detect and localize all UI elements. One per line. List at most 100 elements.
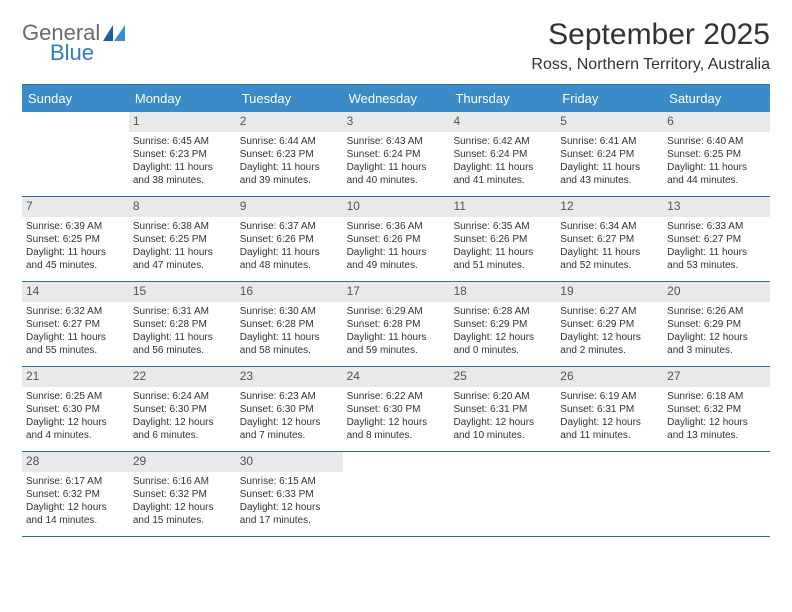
day-cell: 7Sunrise: 6:39 AMSunset: 6:25 PMDaylight… — [22, 197, 129, 281]
day-cell: 10Sunrise: 6:36 AMSunset: 6:26 PMDayligh… — [343, 197, 450, 281]
day-info-line: Sunrise: 6:37 AM — [240, 220, 339, 233]
day-info-line: Daylight: 12 hours — [347, 416, 446, 429]
day-cell: 25 Sunrise: 6:20 AMSunset: 6:31 PMDayligh… — [449, 367, 556, 451]
day-info-line: and 44 minutes. — [667, 174, 766, 187]
day-info-line: Daylight: 11 hours — [240, 331, 339, 344]
day-info-line: Daylight: 11 hours — [347, 246, 446, 259]
day-info-line: Sunset: 6:30 PM — [240, 403, 339, 416]
day-number: 21 — [22, 367, 129, 387]
day-info-line: Sunrise: 6:36 AM — [347, 220, 446, 233]
day-cell: 9Sunrise: 6:37 AMSunset: 6:26 PMDaylight… — [236, 197, 343, 281]
day-info-line: Sunrise: 6:34 AM — [560, 220, 659, 233]
calendar-grid: SundayMondayTuesdayWednesdayThursdayFrid… — [22, 85, 770, 537]
day-headers-row: SundayMondayTuesdayWednesdayThursdayFrid… — [22, 85, 770, 112]
week-row: 21Sunrise: 6:25 AMSunset: 6:30 PMDayligh… — [22, 367, 770, 452]
day-info-line: Sunset: 6:31 PM — [453, 403, 552, 416]
week-row: 7Sunrise: 6:39 AMSunset: 6:25 PMDaylight… — [22, 197, 770, 282]
day-info-line: Sunrise: 6:16 AM — [133, 475, 232, 488]
day-number: 5 — [556, 112, 663, 132]
day-info-line: Sunrise: 6:29 AM — [347, 305, 446, 318]
weeks-container: 1Sunrise: 6:45 AMSunset: 6:23 PMDaylight… — [22, 112, 770, 537]
day-info-line: and 3 minutes. — [667, 344, 766, 357]
day-info-line: Sunset: 6:29 PM — [560, 318, 659, 331]
week-row: 1Sunrise: 6:45 AMSunset: 6:23 PMDaylight… — [22, 112, 770, 197]
day-number: 3 — [343, 112, 450, 132]
day-info-line: Daylight: 11 hours — [133, 161, 232, 174]
day-info-line: Daylight: 11 hours — [133, 331, 232, 344]
day-cell: 5Sunrise: 6:41 AMSunset: 6:24 PMDaylight… — [556, 112, 663, 196]
day-info-line: and 39 minutes. — [240, 174, 339, 187]
day-info-line: and 17 minutes. — [240, 514, 339, 527]
day-number: 26 — [556, 367, 663, 387]
day-info-line: Daylight: 12 hours — [667, 416, 766, 429]
day-info-line: and 59 minutes. — [347, 344, 446, 357]
day-number: 20 — [663, 282, 770, 302]
day-info-line: Sunset: 6:25 PM — [667, 148, 766, 161]
day-info-line: and 51 minutes. — [453, 259, 552, 272]
day-info-line: Daylight: 11 hours — [453, 161, 552, 174]
day-header: Sunday — [22, 85, 129, 112]
day-cell: 28Sunrise: 6:17 AMSunset: 6:32 PMDayligh… — [22, 452, 129, 536]
day-info-line: Daylight: 11 hours — [667, 246, 766, 259]
day-info-line: Daylight: 11 hours — [26, 246, 125, 259]
day-info-line: Sunrise: 6:42 AM — [453, 135, 552, 148]
day-info-line: and 0 minutes. — [453, 344, 552, 357]
day-cell — [556, 452, 663, 536]
day-info-line: and 11 minutes. — [560, 429, 659, 442]
day-info-line: and 14 minutes. — [26, 514, 125, 527]
day-number: 7 — [22, 197, 129, 217]
day-info-line: Sunrise: 6:43 AM — [347, 135, 446, 148]
day-number: 23 — [236, 367, 343, 387]
day-cell: 20Sunrise: 6:26 AMSunset: 6:29 PMDayligh… — [663, 282, 770, 366]
day-info-line: Daylight: 11 hours — [240, 161, 339, 174]
day-cell — [343, 452, 450, 536]
day-number: 24 — [343, 367, 450, 387]
day-header: Monday — [129, 85, 236, 112]
day-number: 6 — [663, 112, 770, 132]
day-cell: 19Sunrise: 6:27 AMSunset: 6:29 PMDayligh… — [556, 282, 663, 366]
day-info-line: Sunset: 6:23 PM — [133, 148, 232, 161]
day-info-line: and 15 minutes. — [133, 514, 232, 527]
day-cell: 2Sunrise: 6:44 AMSunset: 6:23 PMDaylight… — [236, 112, 343, 196]
day-info-line: Daylight: 12 hours — [26, 501, 125, 514]
week-row: 14Sunrise: 6:32 AMSunset: 6:27 PMDayligh… — [22, 282, 770, 367]
day-info-line: Daylight: 11 hours — [453, 246, 552, 259]
day-info-line: and 43 minutes. — [560, 174, 659, 187]
day-info-line: Sunset: 6:28 PM — [240, 318, 339, 331]
day-cell: 3Sunrise: 6:43 AMSunset: 6:24 PMDaylight… — [343, 112, 450, 196]
day-info-line: Daylight: 11 hours — [347, 331, 446, 344]
day-number: 10 — [343, 197, 450, 217]
title-block: September 2025 Ross, Northern Territory,… — [531, 18, 770, 78]
header-row: General Blue September 2025 Ross, Northe… — [22, 18, 770, 78]
day-cell: 21Sunrise: 6:25 AMSunset: 6:30 PMDayligh… — [22, 367, 129, 451]
day-info-line: Sunset: 6:27 PM — [26, 318, 125, 331]
day-info-line: Sunset: 6:27 PM — [667, 233, 766, 246]
day-number: 19 — [556, 282, 663, 302]
day-cell: 26Sunrise: 6:19 AMSunset: 6:31 PMDayligh… — [556, 367, 663, 451]
day-info-line: and 38 minutes. — [133, 174, 232, 187]
week-row: 28Sunrise: 6:17 AMSunset: 6:32 PMDayligh… — [22, 452, 770, 537]
day-cell: 24Sunrise: 6:22 AMSunset: 6:30 PMDayligh… — [343, 367, 450, 451]
day-info-line: Daylight: 12 hours — [667, 331, 766, 344]
day-info-line: and 10 minutes. — [453, 429, 552, 442]
day-info-line: and 6 minutes. — [133, 429, 232, 442]
day-info-line: Daylight: 12 hours — [453, 416, 552, 429]
day-info-line: and 55 minutes. — [26, 344, 125, 357]
day-info-line: Sunrise: 6:20 AM — [453, 390, 552, 403]
day-info-line: Daylight: 12 hours — [240, 501, 339, 514]
day-number: 27 — [663, 367, 770, 387]
day-cell: 18Sunrise: 6:28 AMSunset: 6:29 PMDayligh… — [449, 282, 556, 366]
day-header: Wednesday — [343, 85, 450, 112]
day-info-line: Sunset: 6:30 PM — [133, 403, 232, 416]
day-info-line: Sunrise: 6:17 AM — [26, 475, 125, 488]
day-info-line: and 13 minutes. — [667, 429, 766, 442]
day-info-line: Daylight: 12 hours — [133, 416, 232, 429]
day-info-line: Daylight: 12 hours — [240, 416, 339, 429]
day-number: 25 — [449, 367, 556, 387]
day-cell: 15Sunrise: 6:31 AMSunset: 6:28 PMDayligh… — [129, 282, 236, 366]
day-cell: 30Sunrise: 6:15 AMSunset: 6:33 PMDayligh… — [236, 452, 343, 536]
day-cell — [22, 112, 129, 196]
logo-sail-icon — [103, 25, 125, 41]
day-cell: 29Sunrise: 6:16 AMSunset: 6:32 PMDayligh… — [129, 452, 236, 536]
day-cell: 1Sunrise: 6:45 AMSunset: 6:23 PMDaylight… — [129, 112, 236, 196]
